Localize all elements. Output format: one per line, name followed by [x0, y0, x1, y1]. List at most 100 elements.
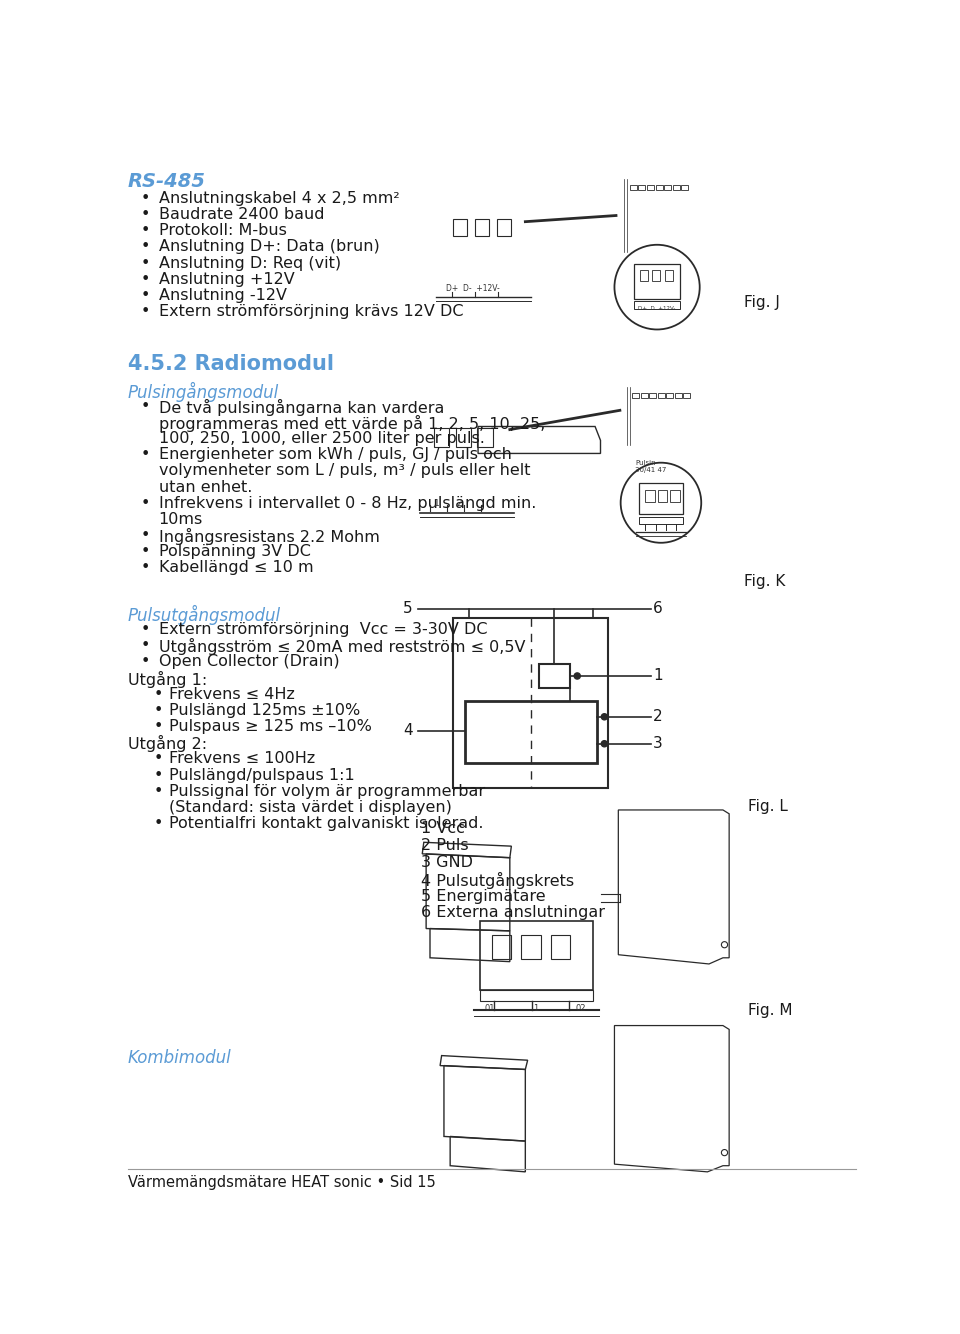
Text: •: • [140, 560, 150, 575]
Text: •: • [140, 544, 150, 559]
Text: utan enhet.: utan enhet. [158, 480, 252, 495]
Text: •: • [154, 784, 162, 799]
Text: De två pulsingångarna kan vardera: De två pulsingångarna kan vardera [158, 399, 444, 416]
Text: •: • [140, 272, 150, 287]
Bar [645, 490, 655, 502]
Bar [666, 392, 673, 398]
Text: •: • [140, 207, 150, 221]
Text: 1 Vcc: 1 Vcc [420, 820, 465, 835]
Text: 3 GND: 3 GND [420, 855, 472, 870]
Text: Kabellängd ≤ 10 m: Kabellängd ≤ 10 m [158, 560, 313, 575]
Text: Fig. M: Fig. M [748, 1003, 792, 1018]
Text: Protokoll: M-bus: Protokoll: M-bus [158, 223, 287, 239]
Circle shape [601, 714, 608, 720]
Text: •: • [140, 304, 150, 319]
Text: Kombimodul: Kombimodul [128, 1050, 231, 1067]
Text: Pulspaus ≥ 125 ms –10%: Pulspaus ≥ 125 ms –10% [169, 719, 372, 734]
Text: Frekvens ≤ 100Hz: Frekvens ≤ 100Hz [169, 751, 315, 767]
Bar [496, 219, 511, 236]
Text: Fig. J: Fig. J [744, 295, 780, 309]
Text: •: • [140, 622, 150, 638]
Text: Anslutning D+: Data (brun): Anslutning D+: Data (brun) [158, 239, 379, 255]
Text: Anslutning -12V: Anslutning -12V [158, 288, 287, 303]
Text: Utgångsström ≤ 20mA med restström ≤ 0,5V: Utgångsström ≤ 20mA med restström ≤ 0,5V [158, 638, 525, 655]
Bar [630, 184, 636, 191]
Bar [453, 618, 609, 787]
Text: 100, 250, 1000, eller 2500 liter per puls.: 100, 250, 1000, eller 2500 liter per pul… [158, 431, 485, 446]
Text: •: • [140, 399, 150, 414]
Text: 2: 2 [653, 710, 662, 724]
Bar [480, 920, 592, 990]
Bar [480, 990, 592, 1000]
Bar [634, 264, 681, 299]
Bar [656, 184, 662, 191]
Bar [539, 664, 569, 687]
Text: Open Collector (Drain): Open Collector (Drain) [158, 655, 340, 670]
Text: Baudrate 2400 baud: Baudrate 2400 baud [158, 207, 324, 221]
Bar [634, 301, 681, 308]
Bar [551, 935, 570, 959]
Text: Anslutning +12V: Anslutning +12V [158, 272, 295, 287]
Text: Utgång 2:: Utgång 2: [128, 735, 206, 752]
Text: D+  D-  +12V-: D+ D- +12V- [445, 284, 499, 293]
Text: Pulsutgångsmodul: Pulsutgångsmodul [128, 606, 281, 626]
Bar [638, 184, 645, 191]
Text: •: • [154, 687, 162, 702]
Text: 6 Externa anslutningar: 6 Externa anslutningar [420, 906, 605, 920]
Text: •: • [140, 655, 150, 670]
Bar [492, 935, 512, 959]
Text: •: • [140, 447, 150, 463]
Text: •: • [140, 256, 150, 271]
Bar [649, 392, 657, 398]
Bar [647, 184, 654, 191]
Text: Anslutningskabel 4 x 2,5 mm²: Anslutningskabel 4 x 2,5 mm² [158, 191, 399, 205]
Text: •: • [154, 703, 162, 718]
Text: •: • [140, 528, 150, 543]
Text: 4 Pulsutgångskrets: 4 Pulsutgångskrets [420, 871, 574, 888]
Bar [639, 516, 683, 524]
Text: 6: 6 [653, 602, 663, 616]
Text: Infrekvens i intervallet 0 - 8 Hz, pulslängd min.: Infrekvens i intervallet 0 - 8 Hz, pulsl… [158, 496, 536, 511]
Text: programmeras med ett värde på 1, 2, 5, 10, 25,: programmeras med ett värde på 1, 2, 5, 1… [158, 415, 545, 432]
Bar [673, 184, 680, 191]
Text: Potentialfri kontakt galvaniskt isolerad.: Potentialfri kontakt galvaniskt isolerad… [169, 816, 483, 831]
Bar [684, 392, 690, 398]
Bar [465, 702, 596, 763]
Text: Extern strömförsörjning krävs 12V DC: Extern strömförsörjning krävs 12V DC [158, 304, 464, 319]
Text: •: • [140, 496, 150, 511]
Text: •: • [154, 816, 162, 831]
Bar [658, 490, 667, 502]
Text: Polspänning 3V DC: Polspänning 3V DC [158, 544, 311, 559]
Text: Värmemängdsmätare HEAT sonic • Sid 15: Värmemängdsmätare HEAT sonic • Sid 15 [128, 1175, 436, 1190]
Text: Energienheter som kWh / puls, GJ / puls och: Energienheter som kWh / puls, GJ / puls … [158, 447, 512, 463]
Text: Anslutning D: Req (vit): Anslutning D: Req (vit) [158, 256, 341, 271]
Text: •: • [140, 638, 150, 654]
Text: 1: 1 [533, 1005, 539, 1013]
Bar [456, 428, 471, 447]
Text: Pulslängd 125ms ±10%: Pulslängd 125ms ±10% [169, 703, 360, 718]
Text: 5 Energimätare: 5 Energimätare [420, 888, 545, 903]
Text: 01: 01 [484, 1005, 494, 1013]
Text: •: • [140, 239, 150, 255]
Bar [640, 271, 648, 281]
Text: Utgång 1:: Utgång 1: [128, 671, 207, 687]
Bar [633, 392, 639, 398]
Text: D+  D  +12V-: D+ D +12V- [637, 307, 675, 311]
Text: Pulsin
30/41 47: Pulsin 30/41 47 [636, 460, 667, 474]
Text: 1      2: 1 2 [434, 499, 463, 508]
Text: •: • [154, 767, 162, 783]
Bar [653, 271, 660, 281]
Bar [477, 428, 492, 447]
Text: •: • [140, 223, 150, 239]
Bar [665, 271, 673, 281]
Circle shape [574, 672, 581, 679]
Text: Fig. L: Fig. L [748, 799, 787, 814]
Bar [658, 392, 665, 398]
Text: 2 Puls: 2 Puls [420, 838, 468, 852]
Text: Frekvens ≤ 4Hz: Frekvens ≤ 4Hz [169, 687, 295, 702]
Bar [475, 219, 489, 236]
Text: •: • [140, 288, 150, 303]
Text: 1: 1 [653, 668, 662, 683]
Bar [681, 184, 688, 191]
Text: •: • [154, 751, 162, 767]
